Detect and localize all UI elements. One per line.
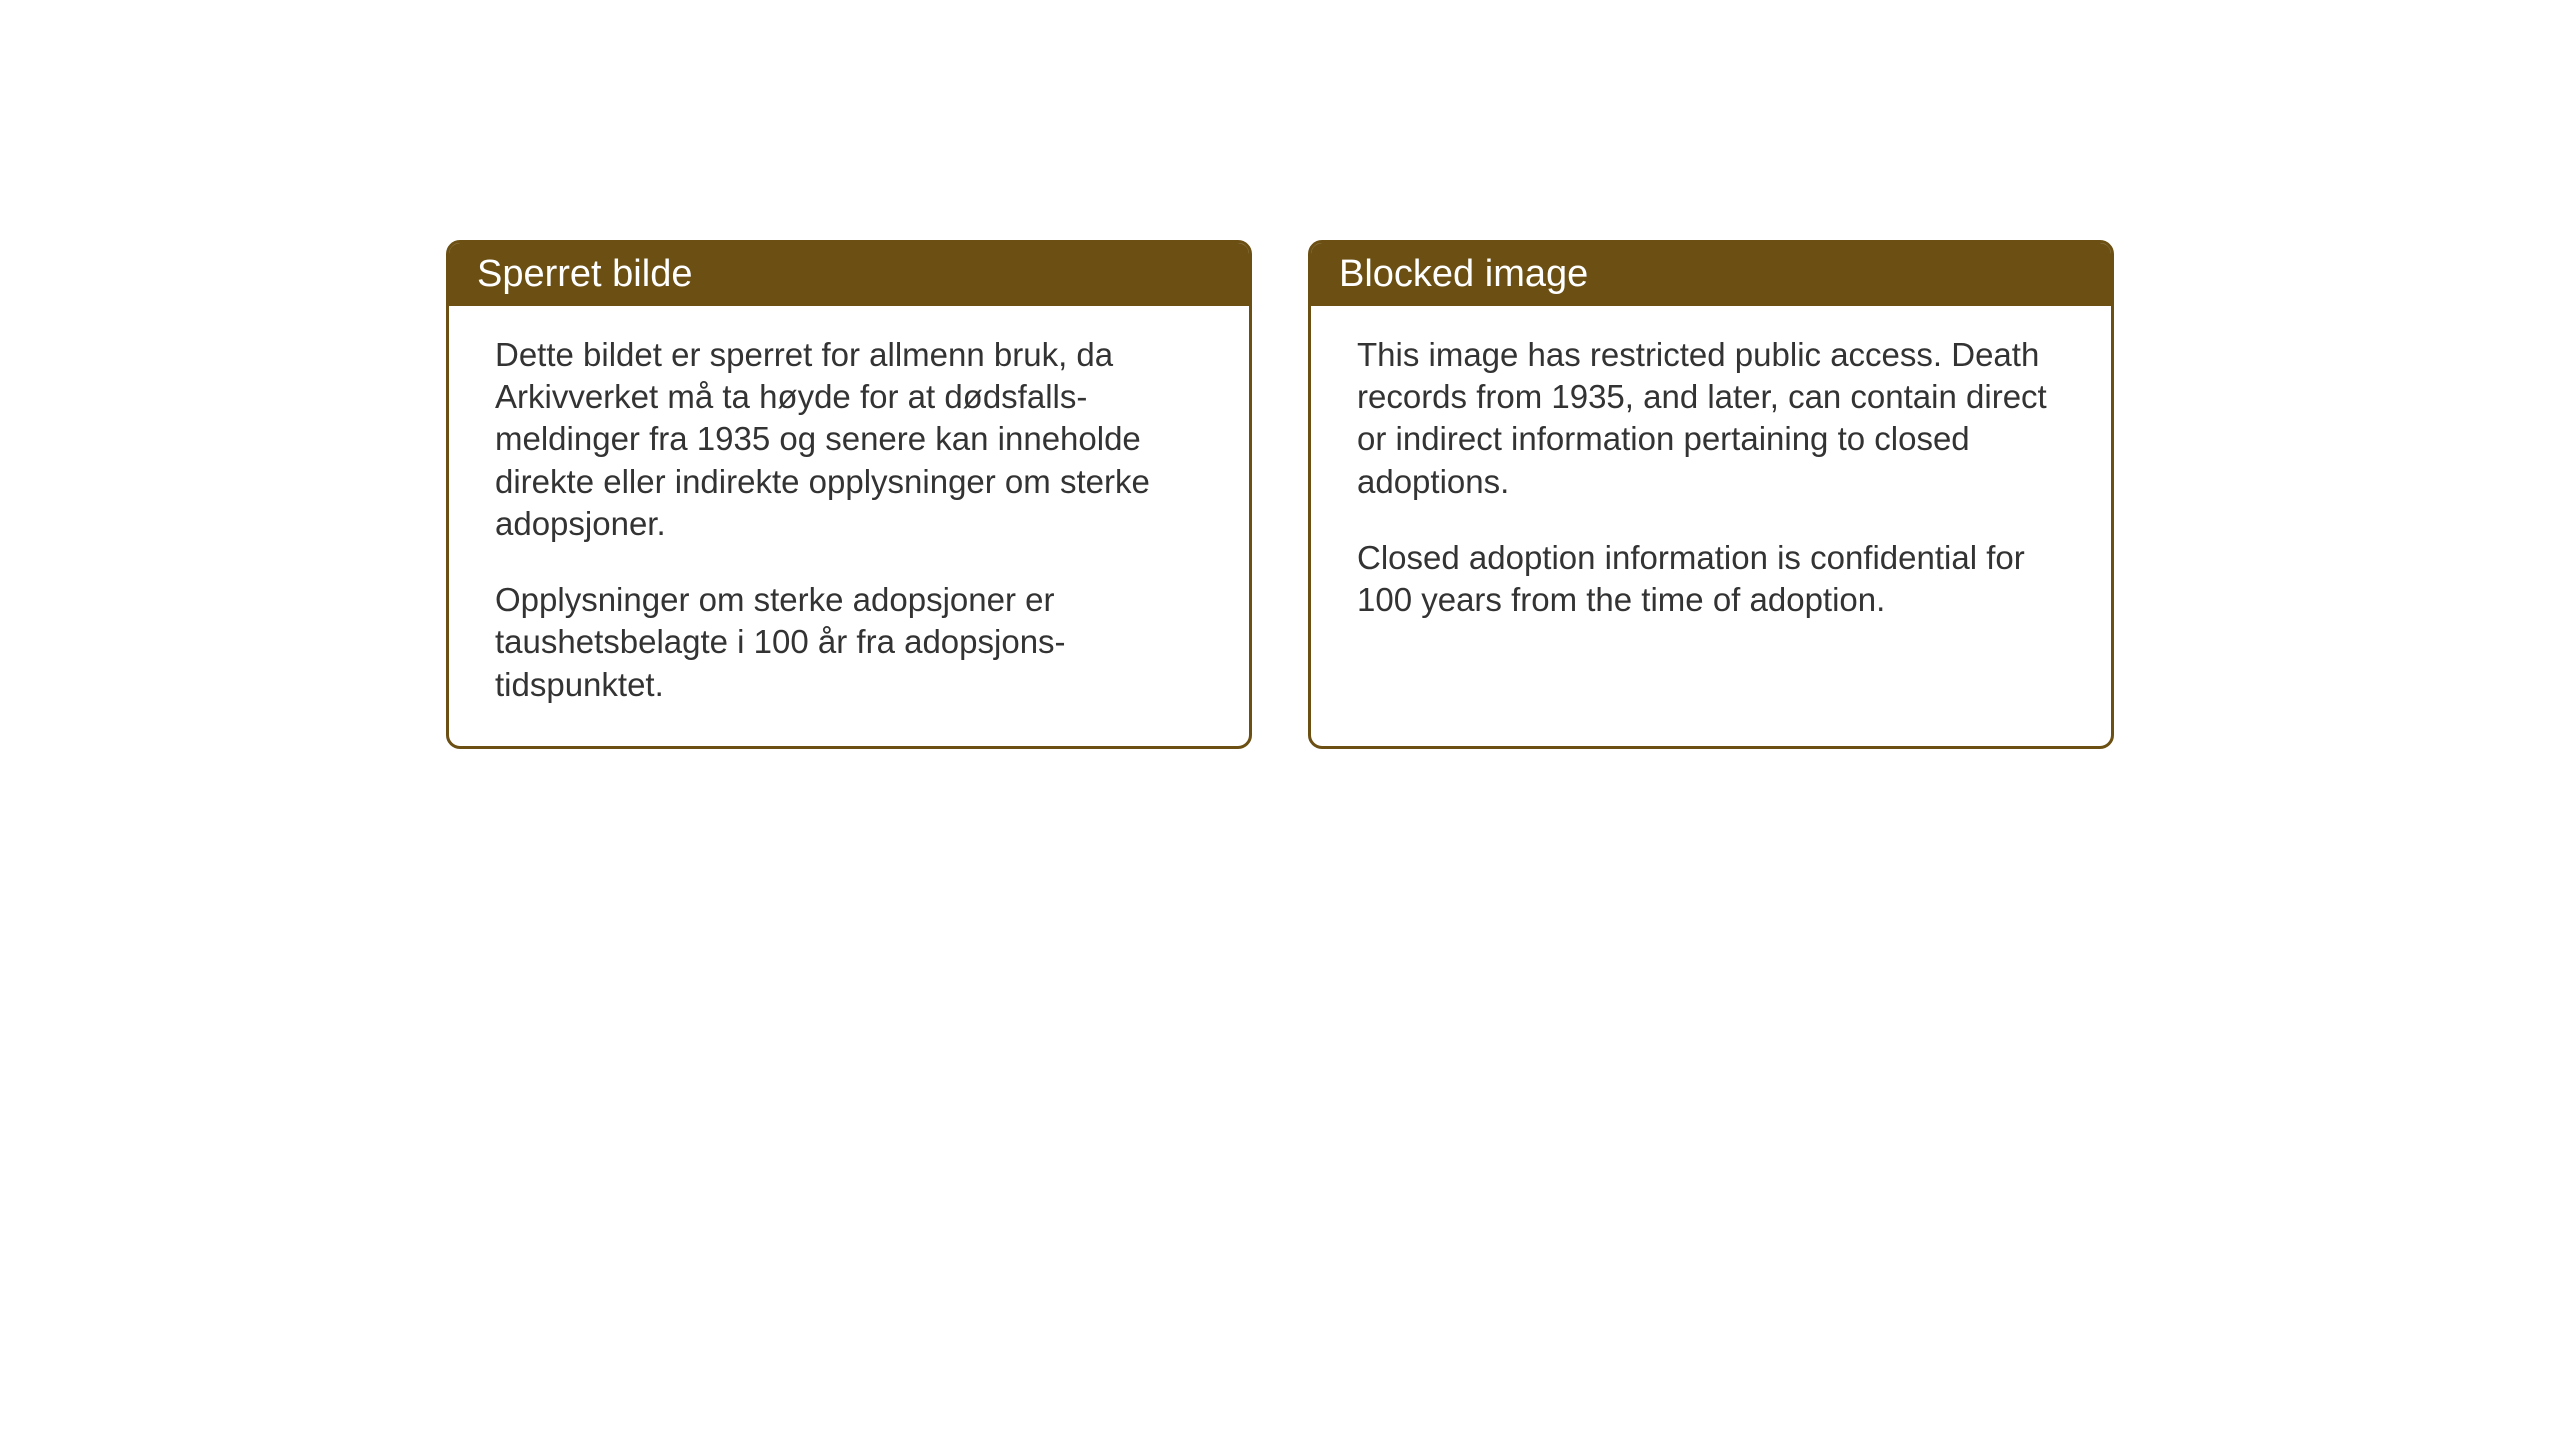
notice-card-norwegian: Sperret bilde Dette bildet er sperret fo… — [446, 240, 1252, 749]
notice-paragraph-1-norwegian: Dette bildet er sperret for allmenn bruk… — [495, 334, 1203, 545]
notice-title-norwegian: Sperret bilde — [477, 253, 692, 295]
notice-paragraph-1-english: This image has restricted public access.… — [1357, 334, 2065, 503]
notice-paragraph-2-norwegian: Opplysninger om sterke adopsjoner er tau… — [495, 579, 1203, 706]
notice-header-english: Blocked image — [1311, 243, 2111, 306]
notice-body-english: This image has restricted public access.… — [1311, 306, 2111, 746]
notice-title-english: Blocked image — [1339, 253, 1588, 295]
notice-header-norwegian: Sperret bilde — [449, 243, 1249, 306]
notice-body-norwegian: Dette bildet er sperret for allmenn bruk… — [449, 306, 1249, 746]
notice-paragraph-2-english: Closed adoption information is confident… — [1357, 537, 2065, 621]
notice-container: Sperret bilde Dette bildet er sperret fo… — [446, 240, 2114, 749]
notice-card-english: Blocked image This image has restricted … — [1308, 240, 2114, 749]
